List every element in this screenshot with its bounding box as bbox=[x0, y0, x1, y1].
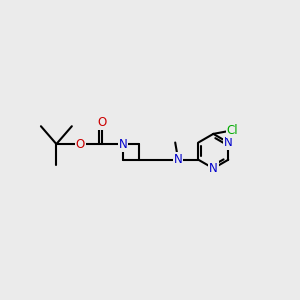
Text: N: N bbox=[224, 136, 233, 149]
Text: Cl: Cl bbox=[227, 124, 239, 137]
Text: N: N bbox=[209, 162, 218, 175]
Text: N: N bbox=[118, 138, 127, 151]
Text: N: N bbox=[174, 153, 183, 166]
Text: O: O bbox=[76, 138, 85, 151]
Text: O: O bbox=[97, 116, 106, 129]
